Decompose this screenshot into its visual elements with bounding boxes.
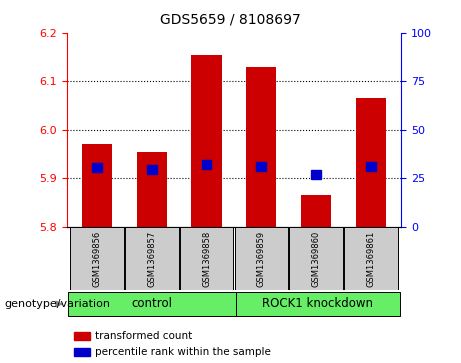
Bar: [180, 227, 233, 290]
Bar: [82, 144, 112, 227]
Bar: [235, 227, 288, 290]
Bar: [366, 162, 376, 171]
Bar: [344, 227, 398, 290]
Bar: [125, 227, 178, 290]
Text: genotype/variation: genotype/variation: [5, 299, 111, 309]
Bar: [137, 152, 167, 227]
Text: percentile rank within the sample: percentile rank within the sample: [95, 347, 271, 357]
Text: transformed count: transformed count: [95, 331, 192, 341]
Bar: [73, 332, 89, 340]
Bar: [236, 292, 400, 316]
Text: GSM1369859: GSM1369859: [257, 231, 266, 287]
Text: ROCK1 knockdown: ROCK1 knockdown: [262, 297, 373, 310]
Bar: [301, 195, 331, 227]
Bar: [201, 160, 212, 169]
Text: GSM1369860: GSM1369860: [312, 231, 321, 287]
Text: GSM1369858: GSM1369858: [202, 231, 211, 287]
Text: control: control: [131, 297, 172, 310]
Text: GSM1369856: GSM1369856: [93, 231, 101, 287]
Bar: [256, 162, 266, 171]
Bar: [73, 348, 89, 356]
Bar: [92, 163, 102, 172]
Bar: [290, 227, 343, 290]
Bar: [246, 67, 277, 227]
Bar: [68, 292, 236, 316]
Bar: [147, 165, 157, 174]
Text: GSM1369861: GSM1369861: [366, 231, 375, 287]
Bar: [311, 170, 321, 179]
Bar: [70, 227, 124, 290]
Bar: [356, 98, 386, 227]
Text: GSM1369857: GSM1369857: [147, 231, 156, 287]
Bar: [191, 54, 222, 227]
Text: GDS5659 / 8108697: GDS5659 / 8108697: [160, 13, 301, 27]
